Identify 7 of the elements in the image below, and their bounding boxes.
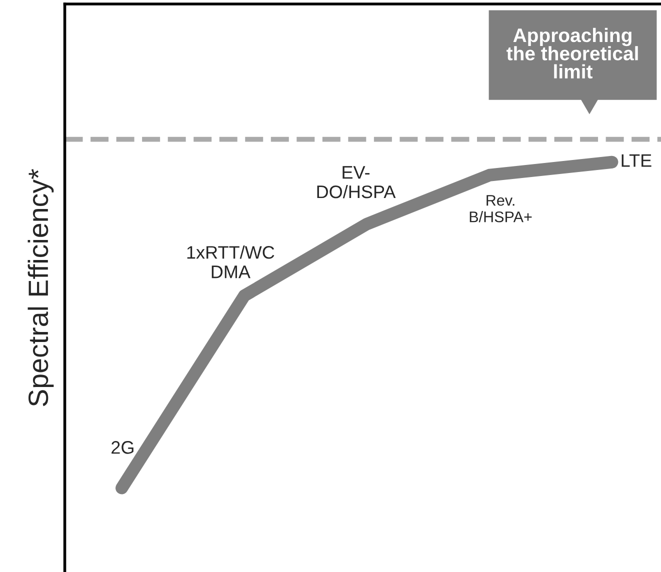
annotation: LTE: [622, 154, 652, 167]
annotation: 2G: [112, 441, 134, 454]
y-axis-title: Spectral Efficiency*: [28, 169, 54, 406]
text: Approaching the theoretical limit: [506, 28, 638, 78]
annotation: EV- DO/HSPA: [317, 166, 396, 198]
annotation: Rev. B/HSPA+: [470, 195, 532, 222]
annotation: 1xRTT/WC DMA: [187, 246, 274, 278]
